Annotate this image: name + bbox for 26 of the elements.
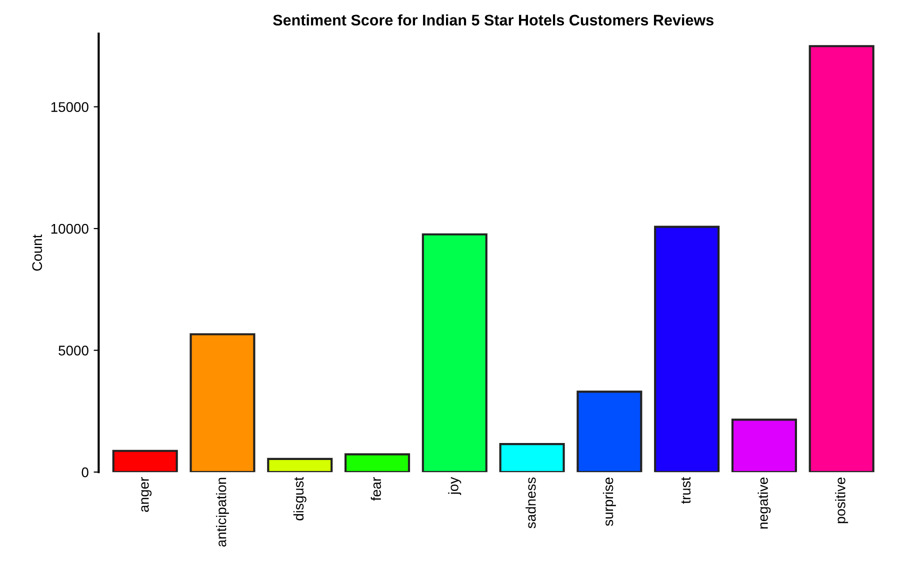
bar (422, 233, 488, 472)
x-tick-label: trust (681, 477, 691, 504)
bar (267, 458, 333, 472)
x-tick-label: surprise (602, 478, 616, 526)
bar (344, 453, 410, 472)
y-tick-label: 5000 (58, 346, 88, 356)
y-tick-label: 15000 (51, 102, 88, 112)
x-tick-label: disgust (293, 477, 306, 520)
x-tick-label: fear (370, 477, 381, 501)
bar (654, 226, 720, 472)
y-tick-label: 0 (82, 467, 88, 478)
x-tick-label: anger (141, 477, 152, 512)
bar (190, 333, 256, 472)
x-tick-label: positive (835, 478, 848, 524)
chart-title: Sentiment Score for Indian 5 Star Hotels Customers Reviews (273, 14, 714, 26)
bar (576, 390, 642, 472)
bar (499, 443, 565, 472)
y-tick-label: 10000 (51, 224, 88, 234)
bar (808, 45, 874, 472)
bar (112, 450, 178, 472)
x-tick-label: sadness (526, 477, 536, 528)
y-axis-title: Count (32, 234, 42, 271)
x-tick-label: negative (758, 478, 771, 529)
x-tick-label: anticipation (216, 478, 229, 547)
x-tick-label: joy (448, 476, 462, 496)
bar (731, 418, 797, 472)
